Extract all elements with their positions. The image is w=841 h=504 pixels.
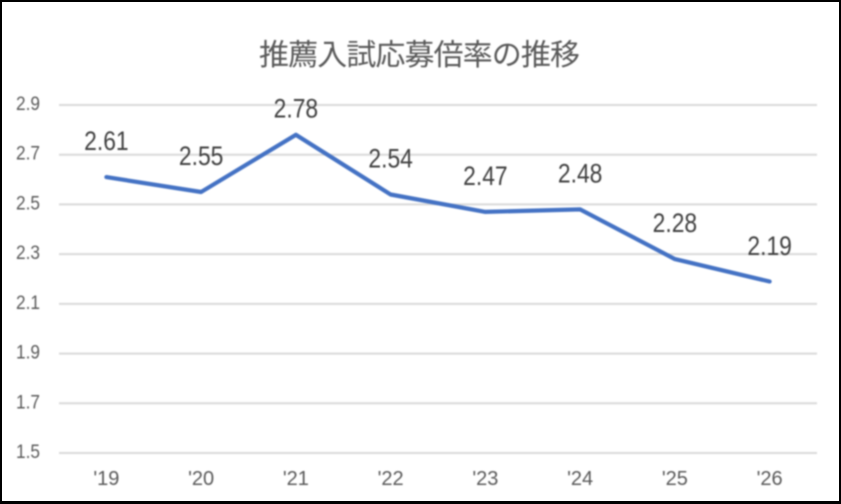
series-line [104,132,772,284]
data-label: 2.61 [84,126,129,156]
y-axis-tick-label: 2.7 [16,144,40,165]
series-line-group [104,132,772,284]
x-axis-tick-label: '21 [283,468,309,490]
y-axis-tick-label: 2.3 [16,243,40,264]
gridlines-group [59,104,817,454]
x-axis-tick-label: '23 [472,468,498,490]
labels-group: 1.5 1.7 1.9 2.1 2.3 2.5 2.7 2.9 '19 '20 '21 '22 '23 '… [16,93,792,490]
x-axis-tick-label: '25 [662,468,688,490]
y-axis-tick-label: 1.9 [16,343,40,364]
data-label: 2.54 [368,143,413,173]
x-axis-tick-label: '24 [567,468,593,490]
x-axis-tick-label: '20 [188,468,214,490]
y-axis-tick-label: 2.1 [16,293,40,314]
data-label: 2.78 [274,93,319,123]
y-axis-tick-label: 1.7 [16,392,40,413]
chart-title-glyphs [259,39,579,68]
data-label: 2.48 [558,158,603,188]
data-label: 2.28 [653,208,698,238]
x-axis-tick-label: '22 [378,468,404,490]
x-axis-tick-label: '26 [757,468,783,490]
x-axis-tick-label: '19 [93,468,119,490]
y-axis-tick-label: 2.5 [16,193,40,214]
data-label: 2.19 [747,231,792,261]
y-axis-tick-label: 2.9 [16,94,40,115]
data-label: 2.55 [179,141,224,171]
y-axis-tick-label: 1.5 [16,442,40,463]
data-label: 2.47 [463,161,508,191]
